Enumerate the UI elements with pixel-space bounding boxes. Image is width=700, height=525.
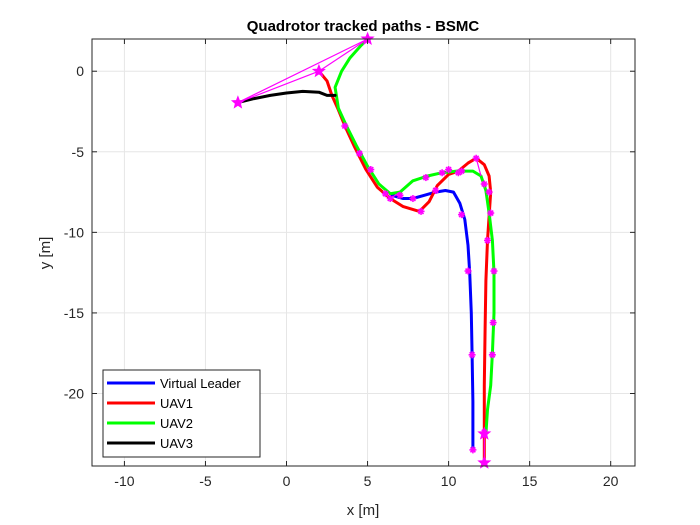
series-line-uav1 [317,69,493,465]
data-point-marker [469,446,477,454]
x-tick-label: -5 [199,473,212,489]
legend-label-virtual-leader: Virtual Leader [160,376,241,391]
x-tick-label: 15 [522,473,538,489]
legend-label-uav1: UAV1 [160,396,193,411]
legend-label-uav3: UAV3 [160,436,193,451]
series-line-virtual-leader [390,189,475,452]
data-point-marker [409,195,417,203]
data-point-marker [422,174,430,182]
y-tick-label: 0 [76,63,84,79]
endpoint-marker [230,95,245,109]
data-point-marker [472,154,480,162]
data-point-marker [367,166,375,174]
data-point-marker [432,186,440,194]
data-point-marker [490,267,498,275]
y-tick-label: -20 [64,385,84,401]
y-tick-label: -5 [72,144,85,160]
axis-ticks: -10 -5 0 5 10 15 20 0 -5 -10 -15 -20 [64,39,635,489]
formation-line [237,38,368,104]
y-axis-label: y [m] [37,237,54,270]
data-point-marker [386,195,394,203]
data-point-marker [341,122,349,130]
x-tick-label: 20 [603,473,619,489]
data-point-marker [488,351,496,359]
legend-label-uav2: UAV2 [160,416,193,431]
data-point-marker [480,180,488,188]
formation-line [475,158,482,177]
grid [92,39,635,466]
formation-line [318,38,368,72]
endpoint-marker [311,63,326,78]
data-point-marker [468,351,476,359]
data-point-marker [483,236,491,244]
legend: Virtual Leader UAV1 UAV2 UAV3 [102,369,261,458]
data-point-marker [485,188,493,196]
data-point-marker [464,267,472,275]
x-tick-label: 5 [364,473,372,489]
formation-line [237,70,320,104]
x-axis-label: x [m] [347,502,380,519]
data-point-marker [489,319,497,327]
data-point-marker [458,167,466,175]
endpoint-marker [477,426,492,440]
data-point-marker [417,207,425,215]
plot-frame [91,38,636,467]
data-point-marker [445,166,453,174]
data-markers [230,31,498,469]
y-tick-label: -10 [64,224,84,240]
chart-title: Quadrotor tracked paths - BSMC [247,18,480,35]
x-tick-label: -10 [114,473,134,489]
y-tick-label: -15 [64,305,84,321]
data-point-marker [396,191,404,199]
data-point-marker [381,190,389,198]
data-point-marker [438,169,446,177]
x-tick-label: 0 [283,473,291,489]
data-point-marker [487,209,495,217]
x-tick-label: 10 [441,473,457,489]
endpoint-marker [477,455,492,469]
data-point-marker [355,149,363,157]
data-point-marker [458,211,466,219]
series-line-uav3 [236,89,337,105]
